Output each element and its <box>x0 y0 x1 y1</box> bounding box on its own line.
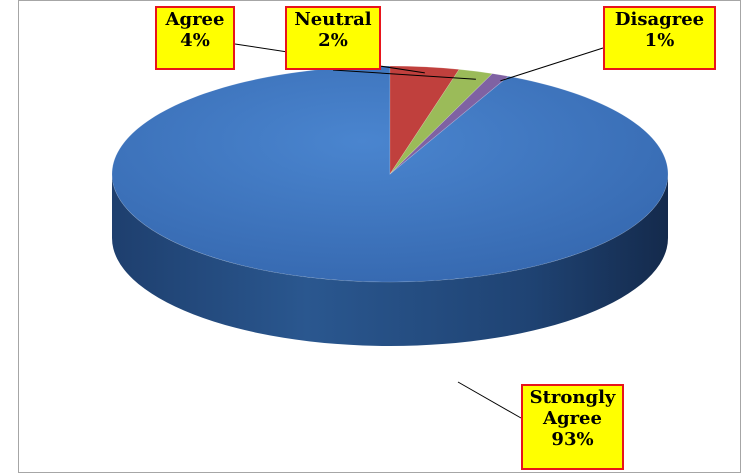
data-label-disagree: Disagree 1% <box>603 6 716 70</box>
pie-slice-strongly-agree <box>111 65 669 283</box>
leader-line-strongly-agree <box>457 381 522 419</box>
pie-slice-disagree <box>389 73 510 175</box>
pie-side-wall <box>112 174 668 346</box>
pie-slice-neutral <box>389 69 493 175</box>
pie-slice-agree <box>389 65 460 175</box>
leader-line-disagree <box>500 47 604 82</box>
data-label-agree: Agree 4% <box>155 6 235 70</box>
pie-side-face <box>112 174 668 346</box>
data-label-strongly-agree: Strongly Agree 93% <box>521 384 624 470</box>
leader-line-neutral <box>332 69 476 80</box>
data-label-neutral: Neutral 2% <box>285 6 381 70</box>
pie-slices <box>111 65 669 283</box>
